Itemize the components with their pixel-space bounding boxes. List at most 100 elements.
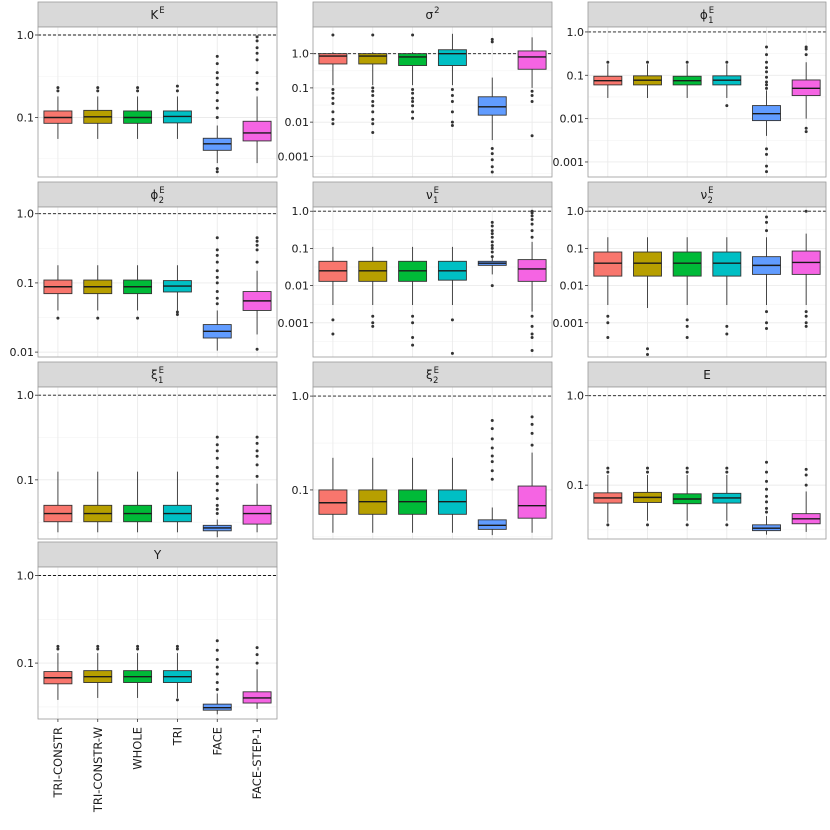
outlier-point bbox=[804, 314, 808, 318]
box-face bbox=[202, 54, 232, 174]
box-tri-constr-w bbox=[83, 86, 113, 139]
outlier-point bbox=[804, 483, 808, 487]
outlier-point bbox=[255, 248, 259, 252]
outlier-point bbox=[804, 324, 808, 328]
plot-area bbox=[38, 387, 277, 539]
outlier-point bbox=[215, 497, 219, 501]
x-category-label-face: FACE bbox=[210, 727, 224, 756]
outlier-point bbox=[765, 80, 768, 84]
outlier-point bbox=[490, 243, 494, 247]
box-tri-constr bbox=[593, 466, 623, 527]
plot-area bbox=[38, 567, 277, 719]
outlier-point bbox=[215, 435, 219, 439]
y-tick-label: 1.0 bbox=[292, 48, 310, 61]
outlier-point bbox=[490, 246, 494, 250]
outlier-point bbox=[765, 152, 768, 156]
outlier-point bbox=[606, 60, 610, 64]
outlier-point bbox=[765, 506, 768, 510]
outlier-point bbox=[490, 469, 494, 473]
box-iqr bbox=[517, 485, 547, 519]
outlier-point bbox=[685, 523, 689, 527]
outlier-point bbox=[215, 275, 219, 279]
outlier-point bbox=[685, 318, 689, 322]
box-iqr bbox=[477, 96, 507, 116]
outlier-point bbox=[804, 467, 808, 471]
plot-area bbox=[313, 27, 552, 177]
outlier-point bbox=[331, 96, 335, 100]
outlier-point bbox=[725, 332, 729, 336]
outlier-point bbox=[765, 66, 768, 70]
outlier-point bbox=[490, 418, 494, 422]
box-tri-constr bbox=[593, 237, 623, 340]
box-face-step-1 bbox=[791, 467, 821, 532]
outlier-point bbox=[490, 146, 494, 150]
outlier-point bbox=[490, 454, 494, 458]
box-face bbox=[202, 236, 232, 351]
box-whole bbox=[672, 237, 702, 340]
y-tick-label: 0.01 bbox=[560, 280, 585, 293]
plot-area bbox=[38, 207, 277, 357]
outlier-point bbox=[530, 134, 534, 138]
outlier-point bbox=[606, 470, 610, 474]
plot-area bbox=[313, 207, 552, 357]
panel-border bbox=[37, 566, 278, 720]
outlier-point bbox=[136, 644, 140, 648]
box-tri-constr bbox=[593, 60, 623, 98]
outlier-point bbox=[175, 644, 179, 648]
box-face-step-1 bbox=[242, 236, 272, 351]
box-tri-constr bbox=[318, 33, 348, 126]
facet-panel-2: σ2 1.0 0.1 0.01 0.001 bbox=[278, 1, 553, 178]
outlier-point bbox=[215, 167, 219, 171]
box-face bbox=[752, 460, 781, 535]
facet-title: Y bbox=[153, 548, 162, 562]
facet-panel-4: ϕE 2 1.0 0.1 0.01 bbox=[10, 181, 278, 359]
plot-area bbox=[588, 207, 826, 357]
y-tick-label: 0.001 bbox=[278, 150, 310, 163]
outlier-point bbox=[490, 152, 494, 156]
outlier-point bbox=[646, 347, 649, 351]
outlier-point bbox=[215, 456, 219, 460]
outlier-point bbox=[490, 220, 494, 224]
outlier-point bbox=[96, 647, 100, 651]
y-tick-label: 0.01 bbox=[285, 280, 310, 293]
facet-title-superscript: E bbox=[159, 6, 164, 16]
outlier-point bbox=[804, 47, 808, 51]
outlier-point bbox=[804, 321, 808, 325]
outlier-point bbox=[215, 681, 219, 685]
y-tick-label: 0.1 bbox=[292, 484, 310, 497]
outlier-point bbox=[215, 512, 219, 516]
outlier-point bbox=[215, 657, 219, 661]
y-tick-label: 0.1 bbox=[17, 474, 35, 487]
outlier-point bbox=[725, 60, 729, 64]
outlier-point bbox=[215, 296, 219, 300]
outlier-point bbox=[136, 89, 140, 93]
outlier-point bbox=[725, 470, 729, 474]
y-tick-label: 0.1 bbox=[292, 242, 310, 255]
outlier-point bbox=[215, 482, 219, 486]
facet-title: ξE 2 bbox=[426, 366, 439, 386]
outlier-point bbox=[215, 269, 219, 273]
facet-strip bbox=[312, 361, 553, 388]
outlier-point bbox=[175, 310, 179, 314]
outlier-point bbox=[606, 523, 610, 527]
outlier-point bbox=[255, 260, 259, 264]
panels-layer: KE 1.0 0.1 σ2 1.0 0.1 0.01 0.001 ϕE 1 1.0 0.1 0.01 0.… bbox=[10, 1, 827, 722]
box-iqr bbox=[633, 251, 662, 277]
outlier-point bbox=[255, 236, 259, 240]
outlier-point bbox=[255, 347, 259, 351]
outlier-point bbox=[255, 474, 259, 478]
facet-strip bbox=[37, 361, 278, 388]
outlier-point bbox=[725, 466, 729, 470]
outlier-point bbox=[490, 437, 494, 441]
outlier-point bbox=[215, 248, 219, 252]
outlier-point bbox=[765, 310, 768, 314]
y-tick-label: 0.001 bbox=[553, 156, 585, 169]
facet-strip bbox=[587, 1, 827, 28]
outlier-point bbox=[530, 415, 534, 419]
outlier-point bbox=[450, 120, 454, 124]
outlier-point bbox=[371, 314, 375, 318]
outlier-point bbox=[371, 117, 375, 121]
plot-area bbox=[588, 387, 826, 539]
outlier-point bbox=[530, 89, 534, 93]
